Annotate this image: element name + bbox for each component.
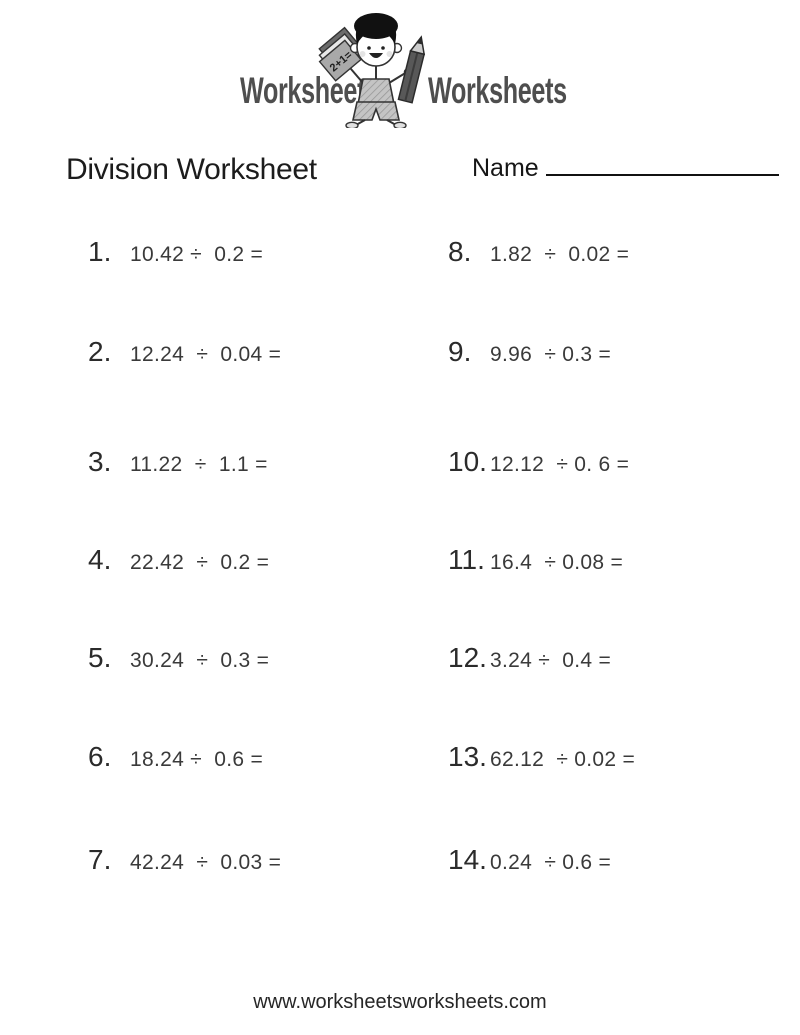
problem-number: 3. bbox=[88, 446, 112, 477]
problem-3: 3. 11.22 ÷ 1.1 = bbox=[88, 446, 268, 478]
problem-number: 14. bbox=[448, 844, 487, 875]
problem-number: 12. bbox=[448, 642, 487, 673]
problem-expression: 0.24 ÷ 0.6 = bbox=[490, 851, 612, 874]
mascot-head bbox=[349, 13, 403, 67]
problem-expression: 1.82 ÷ 0.02 = bbox=[490, 243, 630, 266]
problem-expression: 12.12 ÷ 0. 6 = bbox=[490, 453, 630, 476]
problem-number: 6. bbox=[88, 741, 112, 772]
mascot-right-arm bbox=[388, 71, 408, 84]
name-label: Name bbox=[472, 154, 539, 182]
footer-website-url: www.worksheetsworksheets.com bbox=[253, 991, 547, 1013]
problem-7: 7. 42.24 ÷ 0.03 = bbox=[88, 844, 281, 876]
mascot-shirt bbox=[357, 78, 395, 105]
problem-number: 4. bbox=[88, 544, 112, 575]
problem-expression: 3.24 ÷ 0.4 = bbox=[490, 649, 612, 672]
problem-number: 5. bbox=[88, 642, 112, 673]
problem-11: 11. 16.4 ÷ 0.08 = bbox=[448, 544, 623, 576]
name-blank-line bbox=[545, 150, 779, 176]
mascot-kid-illustration: 2+1= bbox=[318, 13, 426, 128]
problem-1: 1. 10.42 ÷ 0.2 = bbox=[88, 236, 263, 268]
problem-expression: 30.24 ÷ 0.3 = bbox=[130, 649, 270, 672]
problem-number: 7. bbox=[88, 844, 112, 875]
problem-10: 10. 12.12 ÷ 0. 6 = bbox=[448, 446, 629, 478]
problem-number: 11. bbox=[448, 544, 485, 575]
logo-word-right: Worksheets bbox=[428, 70, 567, 111]
problem-number: 10. bbox=[448, 446, 487, 477]
problem-2: 2. 12.24 ÷ 0.04 = bbox=[88, 336, 281, 368]
problem-9: 9. 9.96 ÷ 0.3 = bbox=[448, 336, 611, 368]
mascot-shorts bbox=[352, 101, 400, 121]
problem-5: 5. 30.24 ÷ 0.3 = bbox=[88, 642, 269, 674]
problem-expression: 42.24 ÷ 0.03 = bbox=[130, 851, 282, 874]
problem-expression: 16.4 ÷ 0.08 = bbox=[490, 551, 624, 574]
name-field: Name bbox=[472, 150, 779, 183]
problem-expression: 10.42 ÷ 0.2 = bbox=[130, 243, 264, 266]
problem-number: 1. bbox=[88, 236, 112, 267]
problem-number: 8. bbox=[448, 236, 472, 267]
problem-4: 4. 22.42 ÷ 0.2 = bbox=[88, 544, 269, 576]
problem-expression: 18.24 ÷ 0.6 = bbox=[130, 748, 264, 771]
problem-expression: 22.42 ÷ 0.2 = bbox=[130, 551, 270, 574]
problem-number: 13. bbox=[448, 741, 487, 772]
problem-8: 8. 1.82 ÷ 0.02 = bbox=[448, 236, 629, 268]
problem-13: 13. 62.12 ÷ 0.02 = bbox=[448, 741, 635, 773]
problem-number: 2. bbox=[88, 336, 112, 367]
problem-14: 14. 0.24 ÷ 0.6 = bbox=[448, 844, 611, 876]
problem-expression: 11.22 ÷ 1.1 = bbox=[130, 453, 268, 476]
problem-expression: 9.96 ÷ 0.3 = bbox=[490, 343, 612, 366]
problem-number: 9. bbox=[448, 336, 472, 367]
problem-expression: 12.24 ÷ 0.04 = bbox=[130, 343, 282, 366]
page-title: Division Worksheet bbox=[66, 153, 317, 186]
problem-12: 12. 3.24 ÷ 0.4 = bbox=[448, 642, 611, 674]
problem-expression: 62.12 ÷ 0.02 = bbox=[490, 748, 636, 771]
problem-6: 6. 18.24 ÷ 0.6 = bbox=[88, 741, 263, 773]
pencil-icon bbox=[397, 35, 426, 104]
